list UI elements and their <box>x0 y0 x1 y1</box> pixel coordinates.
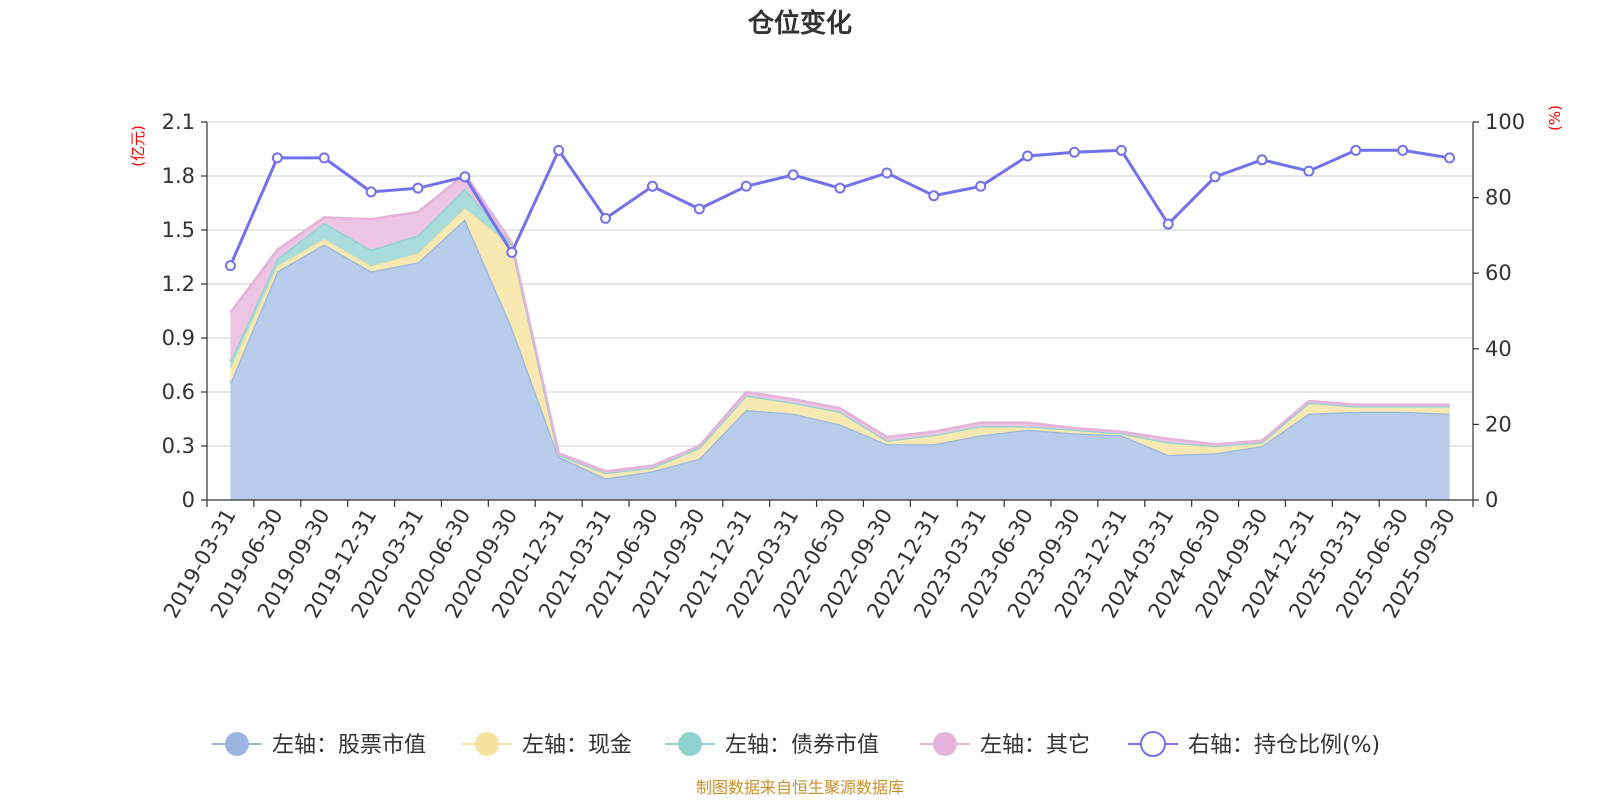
line-point <box>1068 146 1080 158</box>
line-point <box>1350 144 1362 156</box>
legend-label: 右轴：持仓比例(%) <box>1188 733 1380 758</box>
legend-label: 左轴：其它 <box>980 733 1090 758</box>
source-note: 制图数据来自恒生聚源数据库 <box>696 778 904 797</box>
line-point <box>975 180 987 192</box>
line-point <box>1209 171 1221 183</box>
area-series-edge <box>229 172 1450 473</box>
line-point <box>271 152 283 164</box>
line-point <box>928 190 940 202</box>
right-tick-label: 80 <box>1485 186 1512 210</box>
right-axis-unit: (%) <box>1546 105 1564 131</box>
legend-marker <box>475 732 499 756</box>
left-tick-label: 2.1 <box>162 110 195 134</box>
area-series <box>230 219 1450 500</box>
line-point <box>693 203 705 215</box>
area-layer <box>229 172 1450 500</box>
line-point <box>740 180 752 192</box>
line-point <box>787 169 799 181</box>
left-tick-label: 0 <box>182 488 195 512</box>
line-point <box>1444 152 1456 164</box>
line-layer <box>224 144 1456 272</box>
left-tick-label: 1.2 <box>162 272 195 296</box>
left-tick-label: 0.6 <box>162 380 195 404</box>
right-tick-label: 0 <box>1485 488 1498 512</box>
line-point <box>1115 144 1127 156</box>
legend-marker <box>678 732 702 756</box>
line-point <box>506 246 518 258</box>
legend-label: 左轴：债券市值 <box>725 733 879 758</box>
line-point <box>318 152 330 164</box>
legend-marker <box>1140 731 1166 757</box>
legend-marker <box>225 732 249 756</box>
left-axis-unit: (亿元) <box>129 125 147 167</box>
line-point <box>553 144 565 156</box>
left-tick-label: 1.5 <box>162 218 195 242</box>
line-point <box>834 182 846 194</box>
line-point <box>412 182 424 194</box>
right-tick-label: 100 <box>1485 110 1525 134</box>
right-tick-label: 40 <box>1485 337 1512 361</box>
legend-label: 左轴：股票市值 <box>272 733 426 758</box>
line-point <box>1303 165 1315 177</box>
left-tick-label: 1.8 <box>162 164 195 188</box>
area-series <box>230 208 1450 479</box>
line-point <box>1256 154 1268 166</box>
right-tick-label: 20 <box>1485 412 1512 436</box>
line-point <box>1022 150 1034 162</box>
line-point <box>1162 218 1174 230</box>
left-tick-label: 0.3 <box>162 434 195 458</box>
line-point <box>646 180 658 192</box>
line-point <box>1397 144 1409 156</box>
line-point <box>459 171 471 183</box>
left-tick-label: 0.9 <box>162 326 195 350</box>
line-point <box>600 212 612 224</box>
line-point <box>365 186 377 198</box>
legend: 左轴：股票市值 左轴：现金 左轴：债券市值 左轴：其它 右轴：持仓比例(%) <box>212 731 1380 758</box>
legend-marker <box>933 732 957 756</box>
line-point <box>224 260 236 272</box>
legend-label: 左轴：现金 <box>522 733 632 758</box>
chart-title: 仓位变化 <box>747 8 852 39</box>
line-point <box>881 167 893 179</box>
right-tick-label: 60 <box>1485 261 1512 285</box>
